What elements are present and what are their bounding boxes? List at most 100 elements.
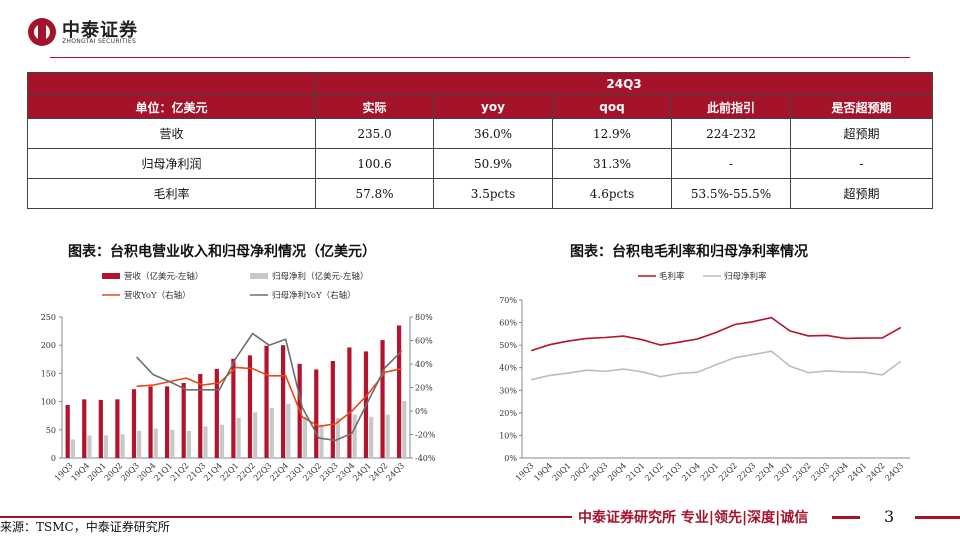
x-tick-label: 24Q3 (883, 461, 905, 483)
logo-mark-icon (28, 18, 56, 46)
bar (70, 439, 75, 458)
bar (137, 430, 142, 458)
series-line (530, 316, 902, 352)
bar (148, 386, 153, 458)
bar (314, 369, 319, 458)
bar (203, 426, 208, 458)
y-tick-label: 50% (499, 341, 517, 350)
x-tick-label: 22Q4 (754, 461, 776, 483)
revenue-profit-chart: 050100150200250-40%-20%0%20%40%60%80%19Q… (41, 271, 436, 483)
y-tick-label: 20% (415, 384, 433, 393)
y-tick-label: 100 (41, 398, 56, 407)
bar (352, 414, 357, 458)
table-unit-header: 单位：亿美元 (27, 95, 316, 119)
y-tick-label: 0 (51, 454, 56, 463)
footer-line (832, 516, 860, 519)
legend-label: 营收YoY（右轴） (124, 290, 191, 301)
x-tick-label: 21Q4 (680, 461, 702, 483)
table-cell: 36.0% (433, 118, 553, 149)
table-cell: 100.6 (315, 148, 434, 179)
margin-chart: 0%10%20%30%40%50%60%70%19Q319Q420Q120Q22… (499, 271, 910, 483)
table-cell: 31.3% (552, 148, 672, 179)
table-cell: 57.8% (315, 178, 434, 209)
y-tick-label: 70% (499, 296, 517, 305)
table-cell: 224-232 (671, 118, 791, 149)
footer-line (0, 516, 572, 518)
x-tick-label: 21Q1 (625, 461, 647, 483)
bar (397, 325, 402, 458)
x-tick-label: 23Q4 (828, 461, 850, 483)
x-tick-label: 24Q2 (865, 461, 887, 483)
bar (231, 358, 236, 458)
bar (165, 386, 170, 458)
table-cell: 235.0 (315, 118, 434, 149)
table-row: 营收 235.0 36.0% 12.9% 224-232 超预期 (27, 118, 933, 149)
bar (131, 389, 137, 458)
bar (103, 435, 109, 458)
x-tick-label: 20Q1 (551, 461, 573, 483)
table-cell: 3.5pcts (433, 178, 553, 209)
x-tick-label: 22Q3 (736, 461, 758, 483)
bar (402, 401, 407, 458)
bar (302, 416, 307, 458)
chart-title-left: 图表：台积电营业收入和归母净利情况（亿美元） (68, 244, 376, 260)
bar (170, 429, 175, 458)
bar (115, 399, 120, 458)
bar (281, 345, 286, 458)
x-tick-label: 22Q1 (699, 461, 721, 483)
chart-title-right: 图表：台积电毛利率和归母净利率情况 (570, 244, 808, 260)
bar (330, 360, 335, 458)
footer-tagline: 中泰证券研究所 专业|领先|深度|诚信 (578, 510, 809, 526)
bar (380, 340, 385, 458)
bar (87, 435, 92, 458)
y-tick-label: 60% (499, 319, 517, 328)
x-tick-label: 22Q2 (717, 461, 739, 483)
x-tick-label: 23Q1 (773, 461, 795, 483)
y-tick-label: 60% (415, 337, 433, 346)
legend-swatch (250, 273, 268, 279)
bar (369, 416, 374, 458)
bar (186, 430, 191, 458)
y-tick-label: 40% (415, 360, 433, 369)
bar (82, 399, 87, 458)
table-cell: 12.9% (552, 118, 672, 149)
logo-text-en: ZHONGTAI SECURITIES (62, 38, 137, 45)
legend-swatch (102, 273, 120, 279)
series-line (136, 332, 403, 442)
bar (385, 414, 390, 458)
column-header: 是否超预期 (790, 95, 933, 119)
y-tick-label: 0% (504, 454, 517, 463)
bar (264, 345, 269, 458)
y-tick-label: 30% (499, 386, 517, 395)
column-header: 此前指引 (671, 95, 791, 119)
bar (153, 428, 158, 458)
bar (198, 373, 203, 458)
y-tick-label: -20% (415, 431, 436, 440)
y-tick-label: 150 (41, 369, 56, 378)
x-tick-label: 23Q3 (809, 461, 831, 483)
legend-label: 营收（亿美元-左轴） (124, 271, 203, 282)
table-cell: - (790, 148, 933, 179)
legend-label: 归母净利YoY（右轴） (272, 290, 356, 301)
bar (219, 424, 225, 458)
column-header: qoq (552, 95, 672, 119)
table-cell: 4.6pcts (552, 178, 672, 209)
table-row: 归母净利润 100.6 50.9% 31.3% - - (27, 148, 933, 179)
y-tick-label: 0% (415, 407, 428, 416)
bar (335, 417, 341, 458)
y-tick-label: 80% (415, 313, 433, 322)
legend-label: 归母净利（亿美元-左轴） (272, 271, 368, 282)
table-cell: - (671, 148, 791, 179)
table-cell: 超预期 (790, 118, 933, 149)
x-tick-label: 24Q3 (384, 461, 406, 483)
x-tick-label: 20Q4 (606, 461, 628, 483)
source-note: 来源：TSMC，中泰证券研究所 (0, 520, 170, 534)
bar (236, 417, 241, 458)
company-logo: 中泰证券 ZHONGTAI SECURITIES (28, 16, 168, 50)
row-label: 毛利率 (27, 178, 316, 209)
series-line (531, 350, 902, 381)
column-header: 实际 (315, 95, 434, 119)
header-divider (50, 57, 910, 58)
bar (65, 404, 70, 458)
logo-text-cn: 中泰证券 (62, 20, 138, 41)
